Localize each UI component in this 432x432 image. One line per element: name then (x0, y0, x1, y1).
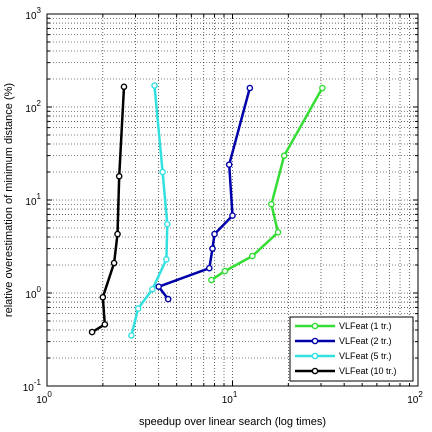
data-point (208, 276, 215, 284)
legend-label: VLFeat (1 tr.) (339, 321, 392, 331)
legend-marker (311, 352, 319, 360)
data-point (206, 264, 213, 272)
data-point (110, 259, 118, 267)
legend-marker (311, 367, 319, 375)
y-axis-label: relative overestimation of minimum dista… (3, 83, 15, 317)
data-point (151, 82, 158, 89)
data-point (114, 230, 121, 238)
data-point (163, 220, 171, 228)
legend-item: VLFeat (5 tr.) (295, 351, 392, 361)
legend-marker (311, 322, 319, 330)
series-4 (88, 83, 128, 336)
data-point (268, 200, 275, 208)
data-point (88, 328, 96, 336)
y-tick-exponent: 2 (37, 99, 42, 108)
legend-label: VLFeat (2 tr.) (339, 336, 392, 346)
series-3 (128, 82, 171, 339)
series-layer (88, 82, 326, 339)
x-tick-exponent: 2 (418, 390, 423, 399)
legend-label: VLFeat (10 tr.) (339, 366, 397, 376)
legend-item: VLFeat (2 tr.) (295, 336, 392, 346)
data-point (211, 230, 218, 238)
series-2 (155, 84, 254, 303)
data-point (163, 256, 170, 263)
data-point (101, 321, 109, 328)
legend-item: VLFeat (10 tr.) (295, 366, 397, 376)
legend-marker (311, 337, 319, 345)
x-axis-label: speedup over linear search (log times) (139, 416, 326, 428)
data-point (149, 285, 156, 293)
data-point (280, 152, 288, 159)
series-line (157, 87, 252, 300)
data-point (134, 305, 142, 312)
x-tick-exponent: 0 (47, 390, 52, 399)
legend: VLFeat (1 tr.) VLFeat (2 tr.) VLFeat (5 tr… (289, 316, 414, 382)
data-point (128, 332, 135, 339)
data-point (246, 84, 254, 92)
data-point (159, 168, 166, 176)
legend-label: VLFeat (5 tr.) (339, 351, 392, 361)
y-tick-exponent: 3 (37, 6, 42, 15)
data-point (249, 252, 256, 260)
y-tick-exponent: 0 (37, 285, 42, 294)
data-point (99, 293, 107, 301)
data-point (319, 84, 326, 92)
series-1 (208, 84, 326, 284)
y-tick-exponent: -1 (34, 378, 42, 387)
x-tick-exponent: 1 (233, 390, 238, 399)
data-point (221, 267, 229, 275)
data-point (120, 83, 128, 91)
data-point (229, 212, 236, 219)
y-tick-exponent: 1 (37, 192, 42, 201)
legend-item: VLFeat (1 tr.) (295, 321, 392, 331)
data-point (164, 295, 172, 303)
data-point (274, 228, 282, 236)
data-point (115, 172, 123, 180)
data-point (209, 245, 216, 252)
data-point (225, 161, 233, 168)
data-point (155, 283, 162, 290)
